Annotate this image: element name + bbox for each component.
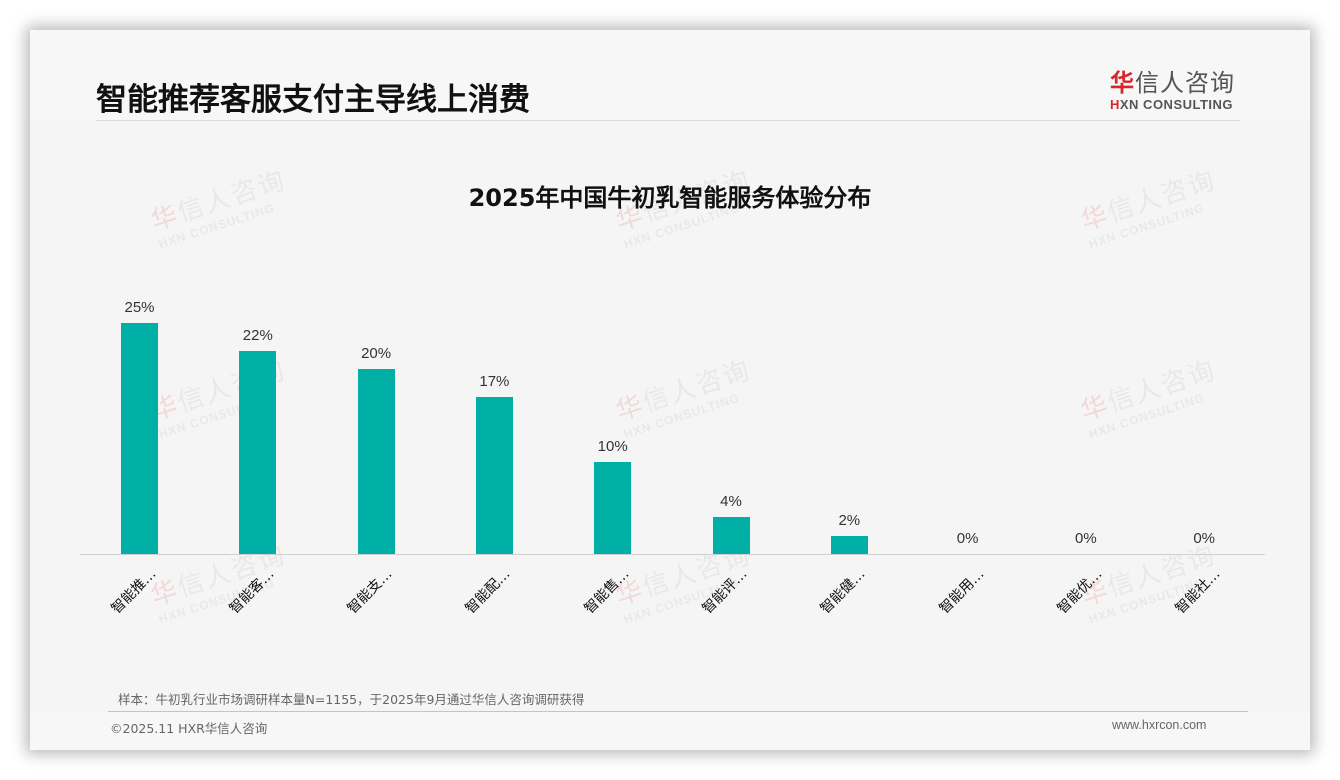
x-axis-category-label: 智能配… (462, 566, 514, 618)
bar-value-label: 20% (361, 345, 392, 362)
source-note: 样本：牛初乳行业市场调研样本量N=1155，于2025年9月通过华信人咨询调研获… (118, 692, 585, 707)
bar-value-label: 10% (597, 438, 628, 455)
x-axis-category-label: 智能健… (817, 566, 869, 618)
logo-cn-red: 华 (1110, 69, 1135, 97)
footer-band (30, 712, 1310, 750)
header-band (30, 30, 1310, 120)
x-axis-category-label: 智能社… (1172, 566, 1224, 618)
brand-logo: 华信人咨询 HXN CONSULTING (1110, 63, 1240, 112)
x-axis-line (80, 554, 1265, 555)
bar-value-label: 25% (124, 299, 155, 316)
bar (830, 536, 868, 554)
x-axis-category-label: 智能优… (1054, 566, 1106, 618)
bar-value-label: 0% (1075, 530, 1097, 547)
x-axis-category-label: 智能支… (344, 566, 396, 618)
bar-value-label: 0% (1193, 530, 1216, 547)
bar-value-label: 22% (242, 327, 273, 344)
logo-en-rest: XN CONSULTING (1119, 97, 1234, 112)
bar (712, 517, 750, 554)
title-divider (96, 120, 1240, 121)
logo-cn-rest: 信人咨询 (1135, 69, 1235, 97)
footer-divider (108, 711, 1248, 712)
x-axis-category-label: 智能评… (699, 566, 751, 618)
bar-value-label: 17% (479, 373, 510, 390)
page-title: 智能推荐客服支付主导线上消费 (96, 82, 530, 118)
bar (475, 397, 513, 554)
x-axis-category-label: 智能推… (108, 566, 159, 618)
bar (594, 462, 632, 554)
slide: 华信人咨询 HXN CONSULTING 华信人咨询 HXN CONSULTING 华信… (30, 30, 1310, 750)
logo-cn: 华信人咨询 (1110, 63, 1240, 98)
bar-chart-plot: 25% 智能推… 22% 智能客… 20% 智能支… 17% 智能配… 10% 智能售… 4% 智能评… (80, 260, 1265, 617)
x-axis-category-label: 智能用… (936, 566, 988, 618)
x-axis-category-label: 智能售… (581, 566, 633, 618)
logo-en-red: H (1110, 97, 1120, 112)
bar (357, 369, 395, 554)
bar (239, 351, 277, 554)
website-link[interactable]: www.hxrcon.com (1112, 718, 1207, 732)
bar-value-label: 0% (956, 530, 979, 547)
x-axis-category-label: 智能客… (226, 566, 278, 618)
copyright: ©2025.11 HXR华信人咨询 (110, 721, 268, 736)
logo-en: HXN CONSULTING (1110, 97, 1240, 112)
bar (121, 323, 158, 554)
bar-value-label: 2% (838, 512, 861, 529)
chart-title: 2025年中国牛初乳智能服务体验分布 (468, 184, 872, 212)
bar-value-label: 4% (720, 493, 742, 510)
